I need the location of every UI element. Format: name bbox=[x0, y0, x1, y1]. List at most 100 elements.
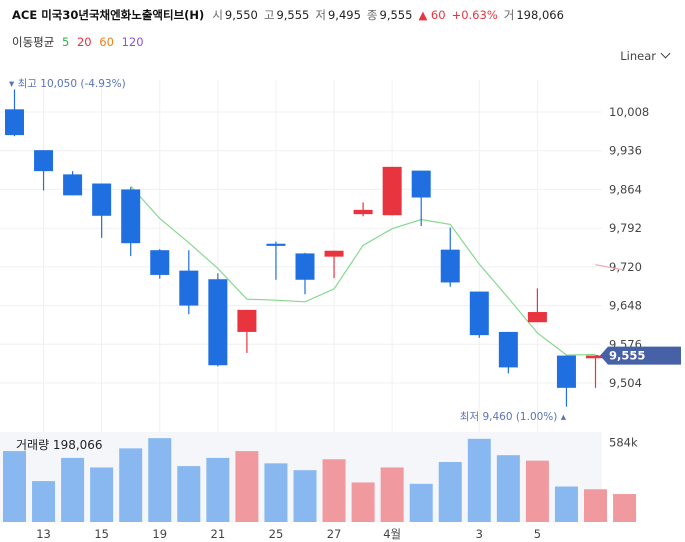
candle bbox=[556, 355, 576, 407]
volume-bar bbox=[235, 451, 259, 522]
y-tick-label: 9,936 bbox=[609, 144, 642, 158]
last-price-tag-text: 9,555 bbox=[609, 349, 645, 363]
x-tick-label: 3 bbox=[476, 527, 483, 541]
candle bbox=[179, 250, 199, 315]
change-value: ▲ 60 bbox=[418, 8, 446, 22]
candle-body bbox=[324, 250, 344, 257]
volume-bar bbox=[3, 451, 26, 522]
volume-bar bbox=[584, 489, 607, 522]
candle-body bbox=[5, 109, 24, 136]
x-tick-label: 25 bbox=[269, 527, 284, 541]
candle-body bbox=[92, 183, 112, 216]
ma5-line bbox=[130, 185, 596, 356]
high-annotation: ▾ 최고 10,050 (-4.93%) bbox=[9, 78, 126, 90]
ma-legend-20: 20 bbox=[76, 35, 92, 49]
last-price-tag-bg bbox=[600, 346, 681, 365]
y-tick-label: 9,648 bbox=[609, 299, 642, 313]
volume-bar bbox=[148, 438, 172, 522]
ma-legend-120: 120 bbox=[121, 35, 144, 49]
candle bbox=[266, 241, 286, 280]
ma-legend-label: 이동평균 bbox=[12, 35, 55, 49]
volume-bar bbox=[613, 494, 637, 522]
ticker-header: ACE 미국30년국채엔화노출액티브(H) 시 9,550 고 9,555 저 … bbox=[12, 6, 570, 24]
candle bbox=[498, 331, 518, 374]
candle bbox=[411, 170, 431, 226]
y-tick-label: 9,792 bbox=[609, 221, 642, 235]
candle bbox=[150, 249, 170, 279]
volume-axis-label: 584k bbox=[609, 435, 638, 449]
candle bbox=[324, 250, 344, 279]
scale-dropdown[interactable]: Linear bbox=[620, 48, 671, 63]
volume-bar bbox=[525, 460, 549, 522]
candle bbox=[5, 89, 24, 137]
candle-body bbox=[208, 279, 228, 366]
open-label: 시 bbox=[212, 8, 223, 22]
high-value: 9,555 bbox=[276, 8, 310, 22]
candle-body bbox=[469, 291, 489, 336]
y-tick-label: 9,720 bbox=[609, 260, 642, 274]
volume-bar bbox=[206, 457, 230, 522]
ma-legend-5: 5 bbox=[61, 35, 70, 49]
candle-body bbox=[179, 270, 199, 306]
volume-bar bbox=[380, 467, 404, 522]
candle bbox=[295, 252, 315, 295]
volume-label: 거래량 198,066 bbox=[16, 438, 103, 452]
candle bbox=[237, 309, 257, 353]
x-tick-label: 5 bbox=[534, 527, 541, 541]
volume-header-label: 거 bbox=[503, 8, 515, 22]
volume-bar bbox=[90, 467, 114, 522]
candle-body bbox=[63, 174, 83, 196]
candle bbox=[121, 187, 141, 257]
volume-bar bbox=[322, 459, 346, 522]
candle-body bbox=[411, 170, 431, 198]
candle-body bbox=[237, 309, 257, 332]
x-tick-label: 13 bbox=[36, 527, 51, 541]
moving-average-legend[interactable]: 이동평균 5 20 60 120 bbox=[12, 34, 148, 50]
x-tick-label: 27 bbox=[327, 527, 342, 541]
candle bbox=[208, 273, 228, 367]
volume-bar bbox=[264, 463, 288, 522]
volume-bar bbox=[351, 482, 375, 522]
volume-bar bbox=[32, 481, 56, 522]
candle bbox=[353, 202, 373, 217]
low-label: 저 bbox=[315, 8, 326, 22]
volume-bar bbox=[467, 438, 491, 522]
volume-bar bbox=[409, 483, 433, 522]
low-annotation: 최저 9,460 (1.00%) ▴ bbox=[460, 411, 567, 423]
candle bbox=[63, 171, 83, 196]
last-price-tag: 9,555 bbox=[600, 346, 681, 365]
candle-body bbox=[440, 249, 460, 283]
scale-dropdown-label: Linear bbox=[620, 49, 656, 63]
y-tick-label: 9,864 bbox=[609, 182, 642, 196]
candle bbox=[469, 291, 489, 338]
candle-body bbox=[121, 189, 141, 244]
candle bbox=[586, 355, 605, 388]
candle-body bbox=[353, 209, 373, 215]
x-tick-label: 4월 bbox=[383, 527, 401, 541]
candle-body bbox=[295, 253, 315, 280]
candle bbox=[440, 227, 460, 287]
x-tick-label: 21 bbox=[211, 527, 226, 541]
change-pct: +0.63% bbox=[451, 8, 498, 22]
y-tick-label: 9,504 bbox=[609, 376, 642, 390]
low-value: 9,495 bbox=[327, 8, 361, 22]
volume-bar bbox=[496, 455, 520, 522]
x-tick-label: 19 bbox=[152, 527, 167, 541]
candle-body bbox=[556, 355, 576, 388]
candle bbox=[34, 150, 54, 191]
candle-body bbox=[498, 331, 518, 368]
x-tick-label: 15 bbox=[94, 527, 109, 541]
candle-body bbox=[382, 166, 402, 216]
candle-body bbox=[150, 250, 170, 275]
volume-bar bbox=[119, 448, 143, 522]
ticker-title: ACE 미국30년국채엔화노출액티브(H) bbox=[12, 8, 205, 22]
volume-header-value: 198,066 bbox=[516, 8, 564, 22]
y-tick-label: 10,008 bbox=[609, 105, 649, 119]
volume-bar bbox=[177, 466, 201, 522]
volume-bar bbox=[438, 462, 462, 522]
high-label: 고 bbox=[263, 8, 275, 22]
candle bbox=[527, 288, 547, 323]
open-value: 9,550 bbox=[224, 8, 258, 22]
candle bbox=[382, 166, 402, 216]
